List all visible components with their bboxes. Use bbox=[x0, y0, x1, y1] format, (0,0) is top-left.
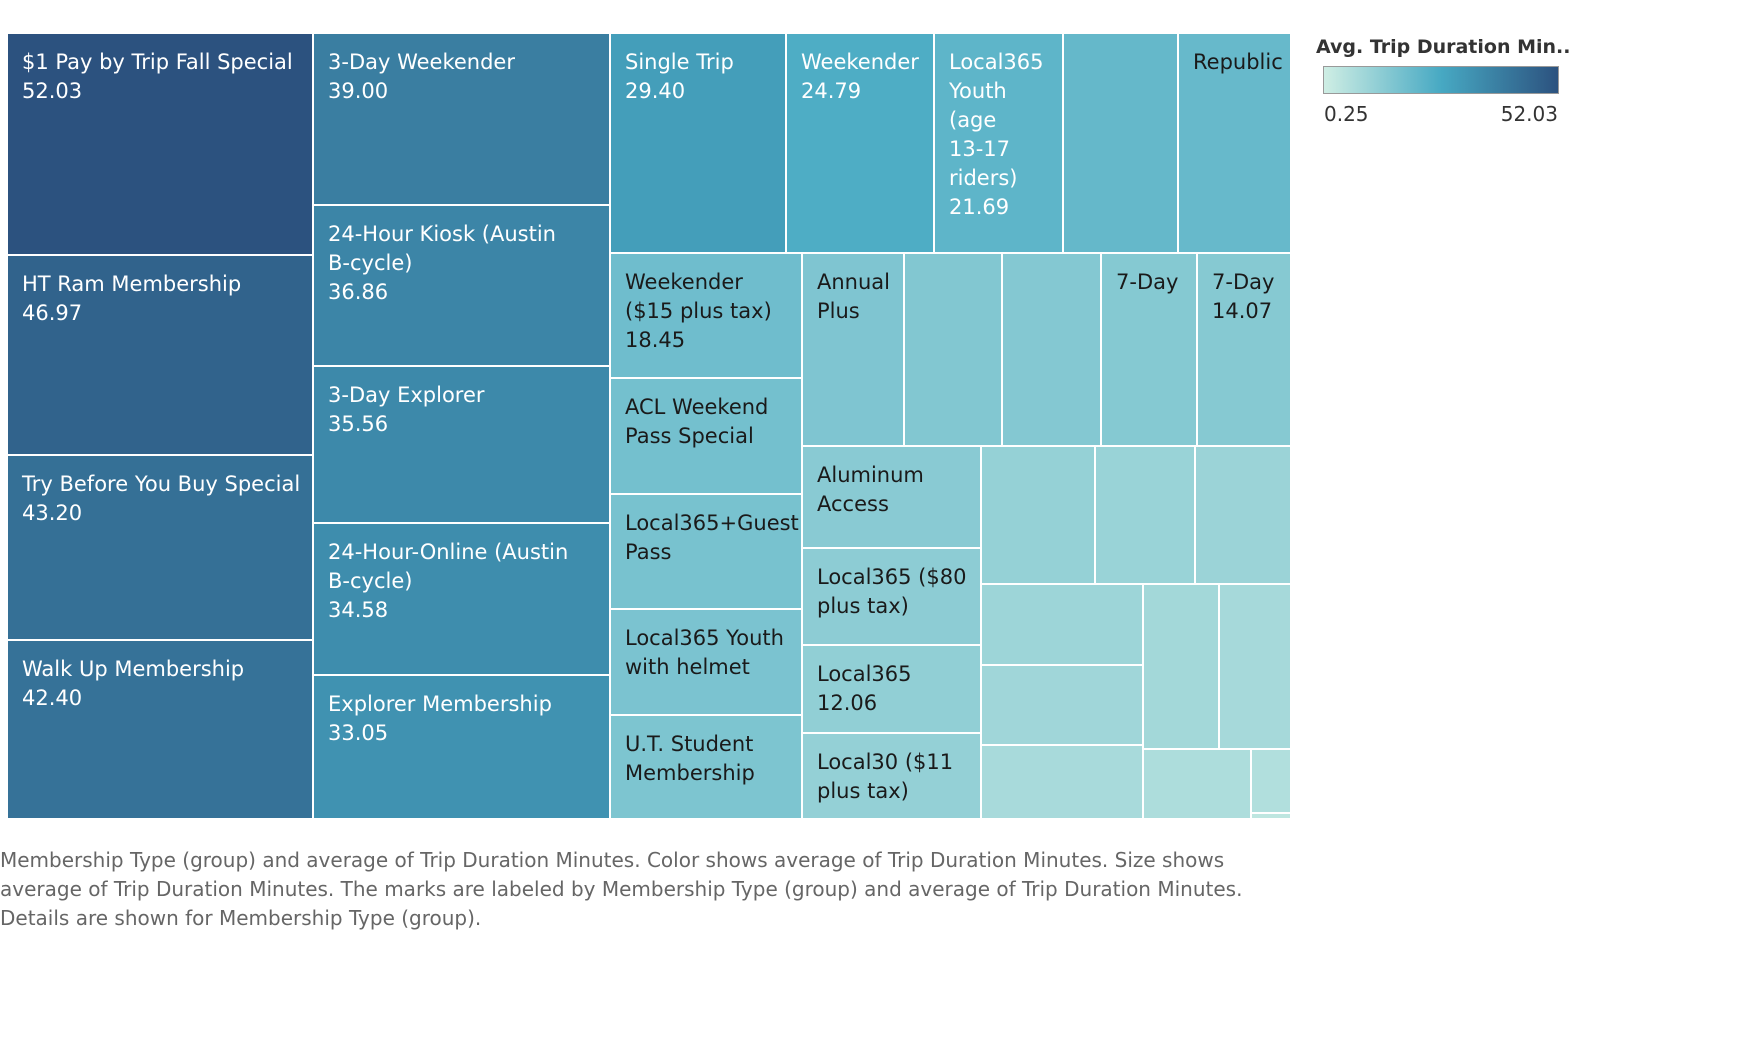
tile-label: Local365 12.06 bbox=[817, 662, 912, 715]
treemap-tile[interactable]: Local365 ($80 plus tax) bbox=[803, 549, 982, 646]
treemap-tile[interactable] bbox=[1144, 750, 1252, 820]
tile-label: 24-Hour Kiosk (Austin B-cycle) 36.86 bbox=[328, 222, 556, 304]
treemap-tile[interactable]: ACL Weekend Pass Special bbox=[611, 379, 803, 495]
treemap-tile[interactable]: Local365 12.06 bbox=[803, 646, 982, 734]
treemap-tile[interactable]: Walk Up Membership 42.40 bbox=[8, 641, 314, 820]
treemap-tile[interactable]: Try Before You Buy Special 43.20 bbox=[8, 456, 314, 641]
tile-label: 7-Day 14.07 bbox=[1212, 270, 1275, 323]
treemap-tile[interactable] bbox=[1196, 447, 1292, 585]
tile-label: Walk Up Membership 42.40 bbox=[22, 657, 245, 710]
treemap-tile[interactable]: Local365 Youth (age 13-17 riders) 21.69 bbox=[935, 34, 1064, 254]
treemap-tile[interactable] bbox=[1003, 254, 1102, 447]
tile-label: 3-Day Explorer 35.56 bbox=[328, 383, 485, 436]
tile-label: Explorer Membership 33.05 bbox=[328, 692, 552, 745]
tile-label: 7-Day bbox=[1116, 270, 1179, 294]
tile-label: Local365 ($80 plus tax) bbox=[817, 565, 967, 618]
treemap-tile[interactable]: Weekender 24.79 bbox=[787, 34, 935, 254]
treemap-tile[interactable]: HT Ram Membership 46.97 bbox=[8, 256, 314, 456]
treemap-tile[interactable]: Annual Plus bbox=[803, 254, 905, 447]
treemap-tile[interactable] bbox=[1252, 814, 1292, 820]
legend-title: Avg. Trip Duration Min.. bbox=[1316, 36, 1571, 58]
treemap-tile[interactable]: Local365+Guest Pass bbox=[611, 495, 803, 610]
tile-label: $1 Pay by Trip Fall Special 52.03 bbox=[22, 50, 293, 103]
treemap-tile[interactable] bbox=[982, 746, 1144, 820]
treemap-tile[interactable]: Aluminum Access bbox=[803, 447, 982, 549]
treemap-tile[interactable]: U.T. Student Membership bbox=[611, 716, 803, 820]
tile-label: Try Before You Buy Special 43.20 bbox=[22, 472, 301, 525]
treemap-tile[interactable] bbox=[1096, 447, 1196, 585]
treemap-tile[interactable]: Republic bbox=[1179, 34, 1292, 254]
treemap-tile[interactable]: Local30 ($11 plus tax) bbox=[803, 734, 982, 820]
tile-label: Aluminum Access bbox=[817, 463, 924, 516]
tile-label: Local365 Youth with helmet bbox=[625, 626, 784, 679]
treemap-tile[interactable]: 7-Day bbox=[1102, 254, 1198, 447]
tile-label: Single Trip 29.40 bbox=[625, 50, 734, 103]
treemap-tile[interactable]: 7-Day 14.07 bbox=[1198, 254, 1292, 447]
treemap-tile[interactable]: Explorer Membership 33.05 bbox=[314, 676, 611, 820]
tile-label: U.T. Student Membership bbox=[625, 732, 755, 785]
treemap-tile[interactable]: 24-Hour Kiosk (Austin B-cycle) 36.86 bbox=[314, 206, 611, 367]
tile-label: ACL Weekend Pass Special bbox=[625, 395, 769, 448]
treemap-tile[interactable] bbox=[1252, 750, 1292, 814]
treemap-tile[interactable] bbox=[982, 447, 1096, 585]
tile-label: 24-Hour-Online (Austin B-cycle) 34.58 bbox=[328, 540, 569, 622]
treemap-tile[interactable]: Single Trip 29.40 bbox=[611, 34, 787, 254]
tile-label: Weekender 24.79 bbox=[801, 50, 919, 103]
treemap-tile[interactable]: Local365 Youth with helmet bbox=[611, 610, 803, 716]
treemap-tile[interactable] bbox=[982, 666, 1144, 746]
tile-label: Local365 Youth (age 13-17 riders) 21.69 bbox=[949, 50, 1044, 219]
treemap-tile[interactable] bbox=[1220, 585, 1292, 750]
tile-label: Annual Plus bbox=[817, 270, 890, 323]
chart-caption: Membership Type (group) and average of T… bbox=[0, 848, 1243, 930]
tile-label: Weekender ($15 plus tax) 18.45 bbox=[625, 270, 772, 352]
treemap-tile[interactable] bbox=[982, 585, 1144, 666]
legend-gradient-bar bbox=[1323, 66, 1559, 94]
treemap-tile[interactable] bbox=[905, 254, 1003, 447]
treemap-tile[interactable]: 3-Day Weekender 39.00 bbox=[314, 34, 611, 206]
treemap-tile[interactable]: $1 Pay by Trip Fall Special 52.03 bbox=[8, 34, 314, 256]
legend-max-label: 52.03 bbox=[1500, 102, 1558, 126]
treemap: $1 Pay by Trip Fall Special 52.03 HT Ram … bbox=[8, 34, 1292, 820]
tile-label: HT Ram Membership 46.97 bbox=[22, 272, 242, 325]
tile-label: 3-Day Weekender 39.00 bbox=[328, 50, 515, 103]
tile-label: Republic bbox=[1193, 50, 1283, 74]
legend-min-label: 0.25 bbox=[1324, 102, 1369, 126]
treemap-tile[interactable] bbox=[1144, 585, 1220, 750]
treemap-tile[interactable] bbox=[1064, 34, 1179, 254]
treemap-tile[interactable]: 3-Day Explorer 35.56 bbox=[314, 367, 611, 524]
tile-label: Local365+Guest Pass bbox=[625, 511, 799, 564]
treemap-tile[interactable]: Weekender ($15 plus tax) 18.45 bbox=[611, 254, 803, 379]
treemap-tile[interactable]: 24-Hour-Online (Austin B-cycle) 34.58 bbox=[314, 524, 611, 676]
tile-label: Local30 ($11 plus tax) bbox=[817, 750, 954, 803]
